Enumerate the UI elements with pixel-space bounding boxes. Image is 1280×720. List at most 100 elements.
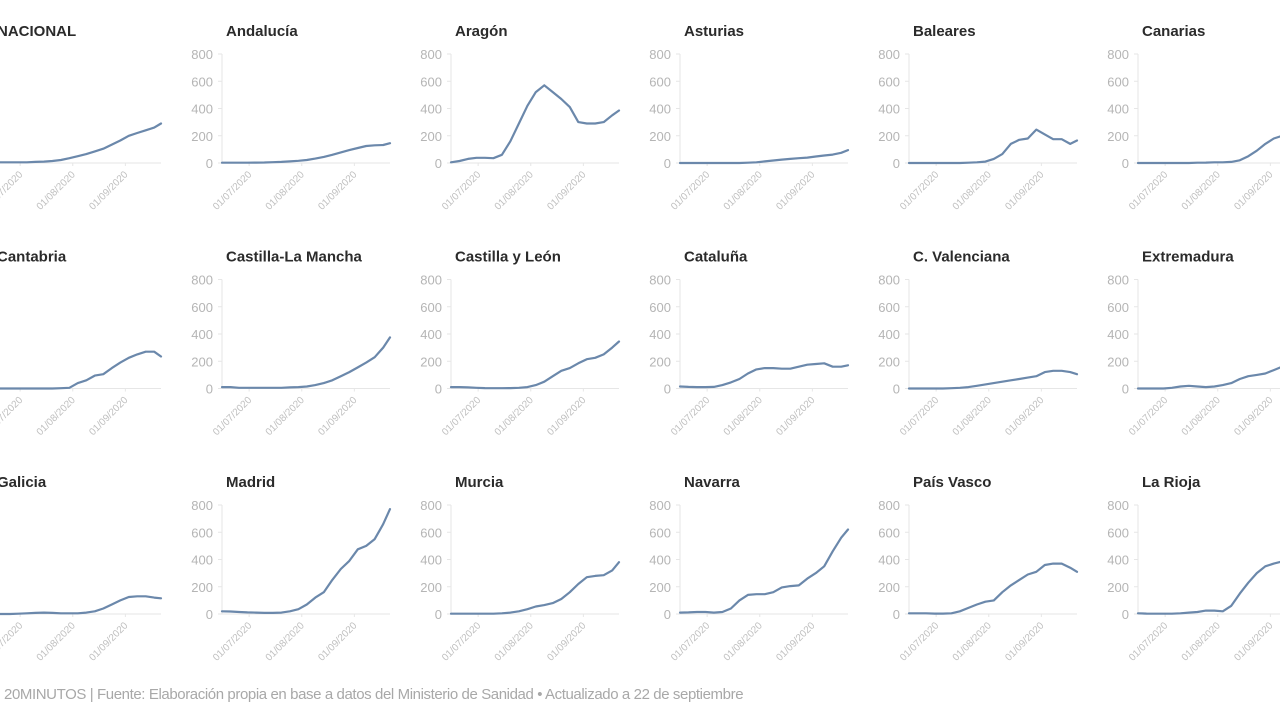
x-tick-label: 01/09/2020 [545,395,588,438]
y-tick-label: 800 [1107,273,1129,288]
y-tick-label: 800 [420,498,442,513]
y-tick-label: 400 [420,327,442,342]
y-tick-label: 600 [1107,525,1129,540]
y-tick-label: 600 [878,525,900,540]
x-tick-label: 01/07/2020 [0,169,26,212]
series-line [0,350,163,390]
series-line [907,128,1079,165]
y-tick-label: 400 [878,553,900,568]
x-tick-label: 01/09/2020 [316,169,359,212]
x-tick-label: 01/07/2020 [898,620,941,663]
x-tick-label: 01/08/2020 [722,620,765,663]
panel-title: Madrid [226,474,275,491]
panel-title: Cantabria [0,249,67,266]
y-tick-label: 200 [1107,354,1129,369]
x-tick-label: 01/07/2020 [211,169,254,212]
y-tick-label: 800 [649,498,671,513]
y-tick-label: 400 [420,553,442,568]
y-tick-label: 400 [649,327,671,342]
y-tick-label: 200 [649,580,671,595]
x-tick-label: 01/08/2020 [264,169,307,212]
y-tick-label: 800 [191,498,213,513]
x-tick-label: 01/09/2020 [545,169,588,212]
panel-title: Castilla y León [455,249,561,266]
panel-murcia: Murcia 0 200 400 600 800 01/07/2020 01/08/2020 0… [420,474,621,664]
y-tick-label: 800 [878,498,900,513]
series-line [220,142,392,164]
panel-title: Baleares [913,23,976,40]
series-line [449,340,621,390]
series-line [678,362,850,389]
x-tick-label: 01/08/2020 [35,395,78,438]
y-tick-label: 600 [1107,300,1129,315]
panel-madrid: Madrid 0 200 400 600 800 01/07/2020 01/08/2020 0… [191,474,392,664]
x-tick-label: 01/08/2020 [951,395,994,438]
x-tick-label: 01/09/2020 [316,620,359,663]
panel-title: Asturias [684,23,744,40]
panel-title: Navarra [684,474,741,491]
y-tick-label: 200 [649,129,671,144]
y-tick-label: 400 [649,553,671,568]
panel-cataluña: Cataluña 0 200 400 600 800 01/07/2020 01/08/202… [649,249,850,438]
series-line [1136,560,1280,615]
series-line [907,369,1079,390]
y-tick-label: 200 [420,354,442,369]
y-tick-label: 200 [191,129,213,144]
panel-title: Murcia [455,474,504,491]
panel-title: Extremadura [1142,249,1234,266]
series-line [678,149,850,165]
panel-la-rioja: La Rioja 0 200 400 600 800 01/07/2020 01/08/202… [1107,474,1280,664]
panel-navarra: Navarra 0 200 400 600 800 01/07/2020 01/08/2020… [649,474,850,664]
panel-title: C. Valenciana [913,249,1010,266]
panel-aragón: Aragón 0 200 400 600 800 01/07/2020 01/08/2020 0… [420,23,621,213]
panel-canarias: Canarias 0 200 400 600 800 01/07/2020 01/08/202… [1107,23,1280,213]
y-tick-label: 600 [420,300,442,315]
y-tick-label: 800 [878,273,900,288]
y-tick-label: 800 [420,47,442,62]
series-line [449,561,621,615]
x-tick-label: 01/08/2020 [1180,620,1223,663]
y-tick-label: 800 [878,47,900,62]
y-tick-label: 600 [420,525,442,540]
y-tick-label: 800 [649,273,671,288]
x-tick-label: 01/07/2020 [440,169,483,212]
x-tick-label: 01/08/2020 [35,620,78,663]
x-tick-label: 01/07/2020 [669,620,712,663]
panel-país-vasco: País Vasco 0 200 400 600 800 01/07/2020 01/08/2… [878,474,1079,664]
x-tick-label: 01/08/2020 [722,169,765,212]
x-tick-label: 01/09/2020 [1232,620,1275,663]
y-tick-label: 400 [878,102,900,117]
panel-title: Andalucía [226,23,298,40]
y-tick-label: 800 [191,273,213,288]
x-tick-label: 01/08/2020 [35,169,78,212]
panel-title: La Rioja [1142,474,1201,491]
x-tick-label: 01/09/2020 [774,169,817,212]
y-tick-label: 200 [878,354,900,369]
y-tick-label: 600 [191,74,213,89]
panel-galicia: Galicia020040060080001/07/202001/08/2020… [0,474,163,664]
x-tick-label: 01/09/2020 [87,620,130,663]
y-tick-label: 400 [420,102,442,117]
panel-castilla-la-mancha: Castilla-La Mancha 0 200 400 600 800 01/07/202… [191,249,392,438]
x-tick-label: 01/08/2020 [951,620,994,663]
y-tick-label: 0 [664,607,671,622]
y-tick-label: 800 [1107,498,1129,513]
panel-title: Galicia [0,474,47,491]
x-tick-label: 01/09/2020 [1003,620,1046,663]
x-tick-label: 01/09/2020 [87,395,130,438]
y-tick-label: 400 [878,327,900,342]
y-tick-label: 600 [878,300,900,315]
y-tick-label: 0 [1122,607,1129,622]
panel-asturias: Asturias 0 200 400 600 800 01/07/2020 01/08/202… [649,23,850,213]
y-tick-label: 200 [1107,580,1129,595]
x-tick-label: 01/07/2020 [211,395,254,438]
y-tick-label: 600 [191,300,213,315]
x-tick-label: 01/07/2020 [1127,620,1170,663]
y-tick-label: 600 [1107,74,1129,89]
x-tick-label: 01/08/2020 [264,395,307,438]
series-line [1136,366,1280,390]
x-tick-label: 01/08/2020 [1180,169,1223,212]
y-tick-label: 400 [1107,553,1129,568]
x-tick-label: 01/07/2020 [1127,395,1170,438]
y-tick-label: 400 [649,102,671,117]
